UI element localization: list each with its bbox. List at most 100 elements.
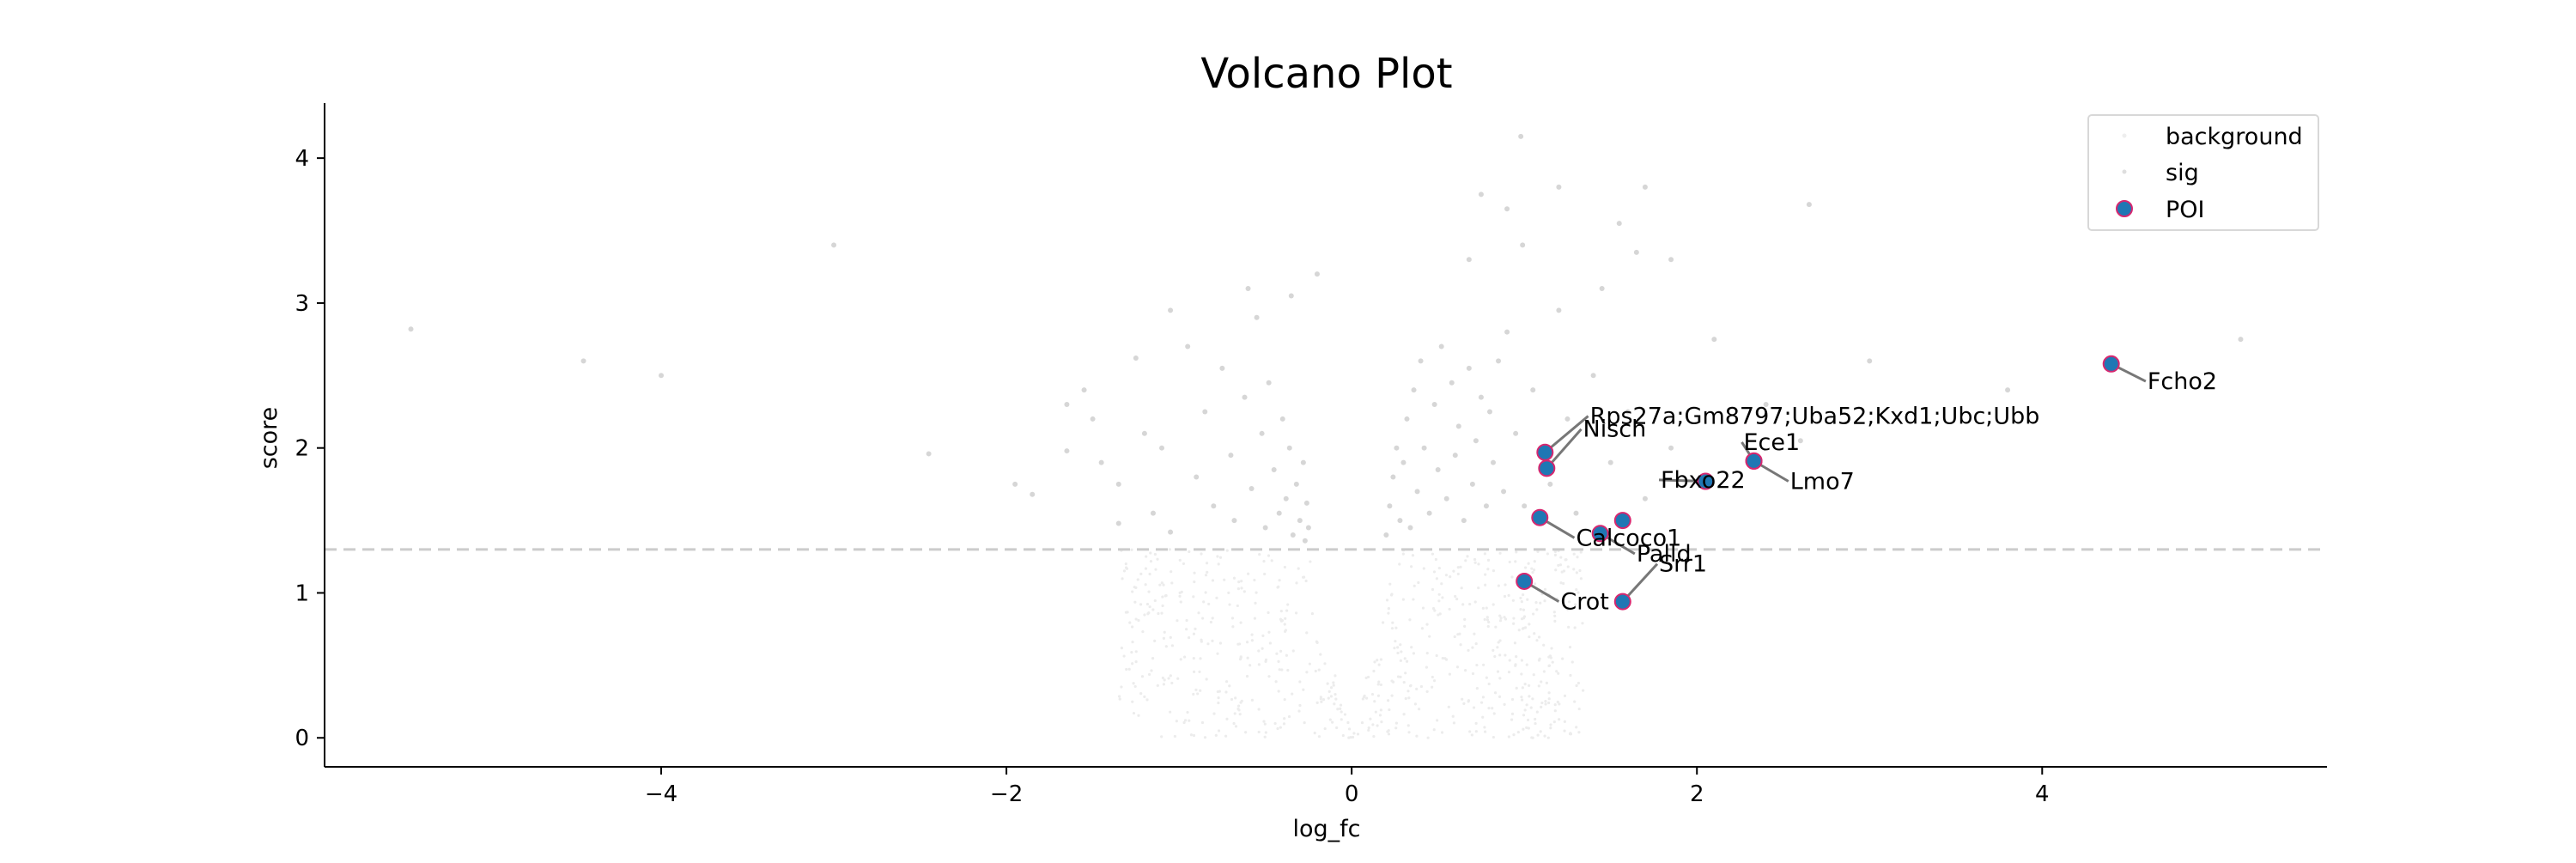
background-point [1340, 718, 1343, 721]
background-point [1405, 659, 1409, 663]
legend-label-poi: POI [2166, 197, 2205, 223]
legend-label-background: background [2166, 124, 2303, 150]
background-point [1279, 726, 1282, 729]
background-point [1364, 696, 1369, 700]
background-point [1284, 629, 1288, 632]
background-point [1406, 724, 1410, 727]
background-point [1528, 635, 1531, 639]
background-point [1361, 697, 1364, 701]
background-point [1510, 697, 1515, 702]
background-point [1137, 714, 1140, 717]
background-point [1534, 721, 1537, 726]
background-point [1390, 679, 1394, 683]
background-point [1408, 618, 1412, 622]
background-point [1575, 587, 1578, 592]
background-point [1136, 578, 1139, 581]
background-point [1530, 567, 1534, 570]
background-point [1149, 551, 1152, 555]
background-point [1340, 710, 1343, 714]
background-point [1237, 580, 1241, 584]
background-point [1567, 600, 1571, 604]
poi-label: Ece1 [1743, 429, 1800, 456]
background-point [1131, 641, 1134, 644]
background-point [1215, 596, 1218, 599]
x-tick-label: 4 [2035, 781, 2050, 807]
background-point [1158, 583, 1162, 586]
background-point [1156, 557, 1159, 561]
sig-point [1473, 438, 1479, 444]
background-point [1537, 684, 1540, 688]
background-point [1321, 698, 1326, 702]
background-point [1264, 658, 1268, 662]
background-point [1186, 710, 1189, 714]
background-point [1527, 726, 1530, 730]
sig-point [1518, 133, 1524, 139]
x-tick-label: 0 [1345, 781, 1359, 807]
poi-point [1745, 452, 1763, 470]
sig-point [1461, 518, 1467, 524]
background-point [1415, 734, 1419, 738]
background-point [1376, 694, 1381, 697]
sig-point [1390, 474, 1396, 480]
background-point [1267, 554, 1271, 557]
sig-point [659, 373, 665, 379]
background-point [1547, 697, 1551, 701]
background-point [1438, 612, 1442, 616]
background-point [1532, 673, 1535, 677]
background-point [1461, 603, 1465, 606]
background-point [1164, 645, 1168, 648]
background-point [1481, 696, 1485, 699]
poi-point [1697, 472, 1715, 490]
background-point [1323, 726, 1327, 731]
background-point [1470, 733, 1473, 737]
sig-point [1426, 510, 1432, 516]
background-point [1367, 728, 1370, 732]
background-point [1267, 630, 1271, 634]
background-point [1218, 556, 1223, 559]
sig-point [1400, 459, 1406, 465]
background-point [1532, 568, 1536, 572]
background-point [1280, 668, 1284, 672]
background-point [1249, 664, 1252, 667]
poi-label: Rps27a;Gm8797;Uba52;Kxd1;Ubc;Ubb [1590, 404, 2040, 430]
background-point [1503, 594, 1507, 599]
sig-point [1254, 314, 1260, 320]
background-point [1550, 647, 1553, 650]
background-point [1277, 659, 1280, 664]
sig-point [1486, 409, 1492, 415]
background-point [1334, 674, 1337, 678]
background-point [1257, 708, 1261, 711]
background-point [1133, 600, 1137, 604]
background-point [1183, 655, 1187, 659]
background-point [1567, 625, 1571, 629]
background-point [1380, 720, 1383, 724]
background-point [1169, 635, 1172, 639]
sig-point [1090, 416, 1096, 422]
background-point [1575, 726, 1578, 729]
background-point [1154, 568, 1157, 571]
background-point [1507, 671, 1511, 674]
sig-point [1625, 409, 1631, 415]
background-point [1193, 580, 1196, 584]
background-point [1169, 674, 1172, 678]
background-point [1523, 683, 1527, 686]
sig-point [1455, 423, 1461, 429]
background-point [1163, 594, 1167, 598]
background-point [1283, 698, 1286, 702]
background-point [1399, 675, 1402, 678]
background-point [1157, 611, 1160, 616]
background-point [1149, 560, 1153, 563]
background-point [1161, 604, 1164, 608]
sig-point [1202, 409, 1208, 415]
background-point [1496, 670, 1500, 673]
background-point [1207, 602, 1211, 606]
background-point [1519, 608, 1522, 611]
background-point [1562, 581, 1565, 586]
background-point [1211, 639, 1214, 643]
background-point [1204, 574, 1208, 577]
sig-point [1530, 387, 1536, 393]
sig-point [1133, 356, 1139, 362]
background-point [1131, 625, 1134, 629]
background-point [1232, 576, 1236, 580]
sig-point [831, 242, 837, 248]
